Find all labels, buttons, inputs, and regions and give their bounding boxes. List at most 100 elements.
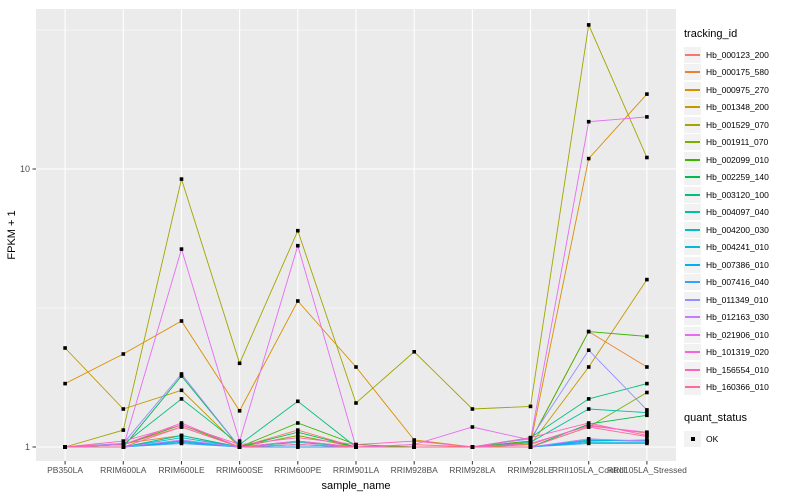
legend-item-label: Hb_001911_070	[706, 137, 769, 148]
legend-key-box	[684, 204, 701, 221]
data-point	[645, 334, 649, 339]
legend-line-swatch-icon	[685, 351, 700, 354]
data-point	[296, 442, 300, 447]
data-point	[179, 397, 184, 401]
legend-item-Hb_000123_200: Hb_000123_200	[684, 46, 800, 64]
data-point	[586, 156, 591, 161]
data-point	[179, 319, 184, 323]
legend-item-label: Hb_001529_070	[706, 119, 769, 130]
legend-line-swatch-icon	[685, 228, 700, 231]
data-point	[237, 439, 242, 443]
legend-key-box	[684, 169, 701, 186]
legend-line-swatch-icon	[685, 71, 700, 74]
data-point	[296, 243, 300, 248]
data-point	[63, 445, 67, 449]
data-point	[179, 421, 184, 425]
legend-item-Hb_002259_140: Hb_002259_140	[684, 169, 800, 187]
data-point	[179, 372, 184, 376]
data-point	[354, 365, 358, 369]
data-point	[179, 247, 184, 251]
legend-key-box	[684, 116, 701, 133]
data-point	[528, 435, 533, 440]
legend-line-swatch-icon	[685, 246, 700, 249]
legend-item-label: Hb_160366_010	[706, 382, 769, 393]
legend-key-box	[684, 186, 701, 203]
legend-key-box	[684, 64, 701, 81]
legend-line-swatch-icon	[685, 106, 700, 109]
legend-line-swatch-icon	[685, 298, 700, 301]
legend-item-label: Hb_004241_010	[706, 242, 769, 253]
legend-item-Hb_012163_030: Hb_012163_030	[684, 309, 800, 327]
legend-item-Hb_001911_070: Hb_001911_070	[684, 134, 800, 152]
data-point	[645, 381, 649, 386]
legend-line-swatch-icon	[685, 211, 700, 214]
data-point	[645, 277, 649, 282]
data-point	[470, 425, 475, 429]
legend-item-ok: OK	[684, 430, 800, 448]
legend-item-label: Hb_002259_140	[706, 172, 769, 183]
data-point	[470, 445, 475, 449]
legend-key-box	[684, 239, 701, 256]
legend-title-tracking-id: tracking_id	[684, 28, 738, 40]
legend-item-label: Hb_101319_020	[706, 347, 769, 358]
legend-item-label: Hb_012163_030	[706, 312, 769, 323]
legend-key-box	[684, 221, 701, 238]
legend-items: Hb_000123_200 Hb_000175_580 Hb_000975_270 H…	[684, 46, 800, 396]
legend-item-Hb_004200_030: Hb_004200_030	[684, 221, 800, 239]
legend-line-swatch-icon	[685, 386, 700, 389]
data-point	[63, 381, 67, 386]
y-tick-label-1: 1	[25, 442, 30, 452]
legend-line-swatch-icon	[685, 263, 700, 266]
legend-item-label: Hb_007386_010	[706, 259, 769, 270]
data-point	[586, 437, 591, 441]
legend-line-swatch-icon	[685, 176, 700, 179]
legend: tracking_id Hb_000123_200 Hb_000175_580 Hb…	[684, 28, 800, 448]
x-tick-label-RRIM928LE: RRIM928LE	[507, 465, 554, 475]
y-axis-title: FPKM + 1	[6, 210, 18, 259]
x-tick-label-RRIM600SE: RRIM600SE	[216, 465, 264, 475]
data-point	[296, 435, 300, 440]
data-point	[296, 439, 300, 443]
legend-item-Hb_021906_010: Hb_021906_010	[684, 326, 800, 344]
legend-line-swatch-icon	[685, 333, 700, 336]
legend-line-swatch-icon	[685, 123, 700, 126]
data-point	[296, 299, 300, 303]
data-point	[179, 423, 184, 427]
data-point	[296, 433, 300, 438]
legend-key-box	[684, 326, 701, 343]
legend-key-box	[684, 99, 701, 116]
data-point	[586, 23, 591, 27]
legend-key-box	[684, 344, 701, 361]
data-point	[528, 441, 533, 446]
data-point	[121, 439, 126, 443]
legend-item-Hb_000175_580: Hb_000175_580	[684, 64, 800, 82]
legend-item-label: Hb_007416_040	[706, 277, 769, 288]
legend-item-Hb_000975_270: Hb_000975_270	[684, 81, 800, 99]
legend-line-swatch-icon	[685, 53, 700, 56]
data-point	[121, 445, 126, 449]
legend-item-Hb_007386_010: Hb_007386_010	[684, 256, 800, 274]
data-point	[645, 365, 649, 369]
data-point	[586, 329, 591, 334]
data-point	[645, 410, 649, 415]
data-point	[645, 408, 649, 412]
legend-item-label: Hb_000123_200	[706, 49, 769, 60]
data-point	[412, 439, 416, 443]
data-point	[645, 430, 649, 434]
data-point	[179, 441, 184, 446]
data-point	[586, 441, 591, 446]
data-point	[296, 428, 300, 432]
data-point	[586, 397, 591, 401]
legend-line-swatch-icon	[685, 141, 700, 144]
data-point	[121, 352, 126, 356]
data-point	[645, 115, 649, 119]
data-point	[179, 425, 184, 429]
legend-line-swatch-icon	[685, 193, 700, 196]
x-tick-label-RRIM928LA: RRIM928LA	[449, 465, 496, 475]
legend-item-Hb_101319_020: Hb_101319_020	[684, 344, 800, 362]
data-point	[470, 407, 475, 411]
legend-item-label: Hb_021906_010	[706, 329, 769, 340]
legend-item-label: Hb_156554_010	[706, 364, 769, 375]
data-point	[586, 421, 591, 425]
